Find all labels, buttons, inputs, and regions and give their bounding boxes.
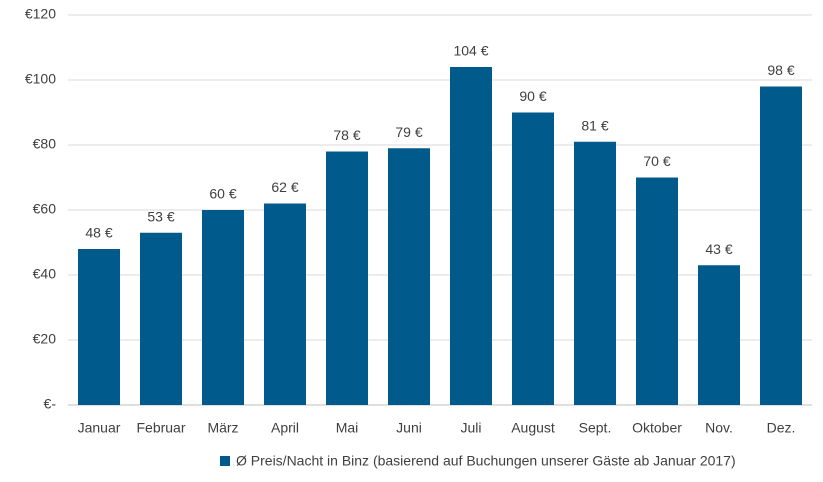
y-tick-label: €- xyxy=(44,396,57,412)
bar xyxy=(574,141,616,405)
bar xyxy=(202,210,244,405)
x-tick-label: Januar xyxy=(78,420,121,436)
x-tick-label: August xyxy=(511,420,555,436)
data-label: 98 € xyxy=(767,62,794,78)
bar xyxy=(698,265,740,405)
y-tick-label: €80 xyxy=(33,136,57,152)
data-label: 48 € xyxy=(85,225,112,241)
data-label: 60 € xyxy=(209,186,236,202)
y-tick-label: €40 xyxy=(33,266,57,282)
x-tick-label: Juni xyxy=(396,420,422,436)
y-tick-label: €120 xyxy=(25,6,56,22)
data-label: 70 € xyxy=(643,153,670,169)
bar xyxy=(450,67,492,405)
data-label: 62 € xyxy=(271,179,298,195)
x-tick-label: Juli xyxy=(460,420,481,436)
bar xyxy=(512,112,554,405)
x-tick-label: April xyxy=(271,420,299,436)
x-tick-label: Sept. xyxy=(579,420,612,436)
x-tick-label: März xyxy=(207,420,238,436)
bar xyxy=(636,177,678,405)
y-tick-label: €20 xyxy=(33,331,57,347)
x-tick-label: Dez. xyxy=(767,420,796,436)
legend-swatch xyxy=(220,456,230,466)
bar xyxy=(388,148,430,405)
x-tick-label: Februar xyxy=(136,420,185,436)
bar xyxy=(760,86,802,405)
data-label: 78 € xyxy=(333,127,360,143)
bar xyxy=(264,203,306,405)
data-label: 90 € xyxy=(519,88,546,104)
bar xyxy=(78,249,120,405)
legend-label: Ø Preis/Nacht in Binz (basierend auf Buc… xyxy=(236,453,736,469)
data-label: 104 € xyxy=(453,43,488,59)
data-label: 53 € xyxy=(147,208,174,224)
y-tick-label: €60 xyxy=(33,201,57,217)
x-tick-label: Nov. xyxy=(705,420,733,436)
y-tick-label: €100 xyxy=(25,71,56,87)
data-label: 81 € xyxy=(581,117,608,133)
x-tick-label: Oktober xyxy=(632,420,682,436)
bar xyxy=(140,232,182,405)
bar xyxy=(326,151,368,405)
x-tick-label: Mai xyxy=(336,420,359,436)
data-label: 79 € xyxy=(395,124,422,140)
data-label: 43 € xyxy=(705,241,732,257)
